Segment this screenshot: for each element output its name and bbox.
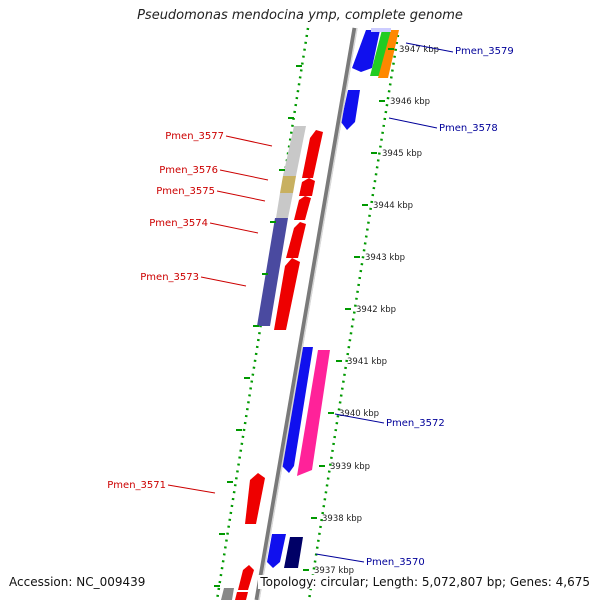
gene-features <box>221 28 399 600</box>
right-track-border <box>307 34 400 600</box>
gene-bar-green-top[interactable] <box>370 30 392 76</box>
gene-bar-grey-3577[interactable] <box>283 126 306 176</box>
gene-arrow-blue-3572[interactable] <box>282 347 313 473</box>
gene-bar-orange-top[interactable] <box>378 30 399 78</box>
gene-label-leader <box>334 413 385 424</box>
gene-arrow-bottom-red[interactable] <box>238 565 254 590</box>
gene-arrow-pmen-3571[interactable] <box>245 473 265 524</box>
gene-bar-bottom-grey[interactable] <box>221 588 234 600</box>
ruler-label: 3943 kbp <box>365 253 405 263</box>
gene-arrow-pmen-3573[interactable] <box>274 258 300 330</box>
ruler-label: 3944 kbp <box>373 201 413 211</box>
gene-arrow-pmen-3574[interactable] <box>286 222 306 258</box>
gene-label[interactable]: Pmen_3573 <box>140 272 199 283</box>
ruler-label: 3941 kbp <box>347 357 387 367</box>
gene-label[interactable]: Pmen_3574 <box>149 218 208 229</box>
left-track-ticks <box>214 65 302 587</box>
gene-bar-purple-3573[interactable] <box>257 218 288 326</box>
ruler-label: 3945 kbp <box>382 149 422 159</box>
gene-labels: Pmen_3579 Pmen_3578 Pmen_3577 Pmen_3576 Pmen… <box>107 42 514 568</box>
gene-label[interactable]: Pmen_3570 <box>366 557 425 568</box>
ruler-label: 3939 kbp <box>330 462 370 472</box>
map-title: Pseudomonas mendocina ymp, complete geno… <box>137 8 463 23</box>
ruler-label: 3946 kbp <box>390 97 430 107</box>
gene-label[interactable]: Pmen_3578 <box>439 123 498 134</box>
gene-label-leader <box>167 484 216 494</box>
gene-label[interactable]: Pmen_3576 <box>159 165 218 176</box>
gene-arrow-pmen-3578[interactable] <box>341 90 360 130</box>
ruler-label: 3947 kbp <box>399 45 439 55</box>
gene-arrow-pmen-3576[interactable] <box>299 178 315 196</box>
gene-label-leader <box>388 117 438 129</box>
gene-bar-blue-top[interactable] <box>352 30 380 72</box>
gene-arrow-pmen-3570[interactable] <box>284 537 303 568</box>
gene-label-leader <box>315 553 365 563</box>
gene-label-leader <box>405 42 454 53</box>
gene-label-leader <box>219 169 269 181</box>
topology-text: Topology: circular; Length: 5,072,807 bp… <box>258 575 592 589</box>
accession-text: Accession: NC_009439 <box>7 575 148 589</box>
ruler-label: 3942 kbp <box>356 305 396 315</box>
gene-label[interactable]: Pmen_3577 <box>165 131 224 142</box>
ruler-label: 3937 kbp <box>314 566 354 576</box>
gene-arrow-blue-3570[interactable] <box>267 534 286 568</box>
gene-arrow-pmen-3577[interactable] <box>302 130 323 178</box>
gene-arrow-pmen-3575[interactable] <box>294 196 311 220</box>
gene-label[interactable]: Pmen_3571 <box>107 480 166 491</box>
gene-bar-grey-3575[interactable] <box>276 193 293 218</box>
gene-bar-light-top <box>371 28 391 32</box>
gene-label-leader <box>216 190 266 202</box>
ruler-label: 3938 kbp <box>322 514 362 524</box>
kbp-ruler: 3947 kbp 3946 kbp 3945 kbp 3944 kbp 3943 kbp… <box>303 45 439 576</box>
gene-label[interactable]: Pmen_3579 <box>455 46 514 57</box>
genome-backbone <box>254 27 358 600</box>
gene-label-leader <box>225 135 273 147</box>
gene-arrow-pmen-3572[interactable] <box>297 350 330 476</box>
genome-backbone-highlight <box>258 27 358 600</box>
gene-bar-tan-3576[interactable] <box>280 176 296 193</box>
ruler-label: 3940 kbp <box>339 409 379 419</box>
gene-label-leader <box>200 276 247 287</box>
gene-label[interactable]: Pmen_3572 <box>386 418 445 429</box>
gene-label-leader <box>209 222 259 234</box>
gene-label[interactable]: Pmen_3575 <box>156 186 215 197</box>
gene-bar-bottom-red[interactable] <box>235 592 248 600</box>
